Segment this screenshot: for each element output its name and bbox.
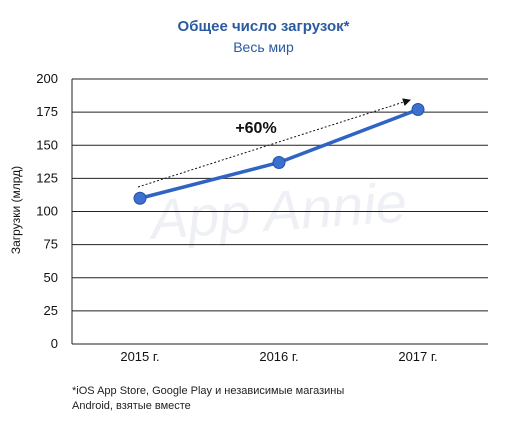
chart-title: Общее число загрузок* [177,18,350,35]
y-tick-label: 200 [36,71,58,86]
y-tick-label: 0 [51,336,58,351]
y-axis-label: Загрузки (млрд) [9,166,23,254]
x-tick-label: 2015 г. [120,349,159,364]
y-tick-labels: 0 25 50 75 100 125 150 175 200 [36,71,58,351]
y-tick-label: 175 [36,104,58,119]
trend-arrow [137,98,411,188]
x-tick-label: 2016 г. [259,349,298,364]
chart-subtitle: Весь мир [233,39,294,55]
footnote: *iOS App Store, Google Play и независимы… [72,385,345,412]
y-tick-label: 75 [44,237,58,252]
gridlines [71,78,488,345]
data-point [272,155,286,169]
x-tick-labels: 2015 г. 2016 г. 2017 г. [120,349,437,364]
y-tick-label: 100 [36,204,58,219]
x-tick-label: 2017 г. [398,349,437,364]
y-tick-label: 150 [36,137,58,152]
data-series [133,102,425,205]
data-point [411,102,425,116]
y-tick-label: 25 [44,303,58,318]
growth-annotation: +60% [235,120,276,137]
data-point [133,191,147,205]
watermark: App Annie [146,170,409,251]
y-tick-label: 50 [44,270,58,285]
y-tick-label: 125 [36,170,58,185]
